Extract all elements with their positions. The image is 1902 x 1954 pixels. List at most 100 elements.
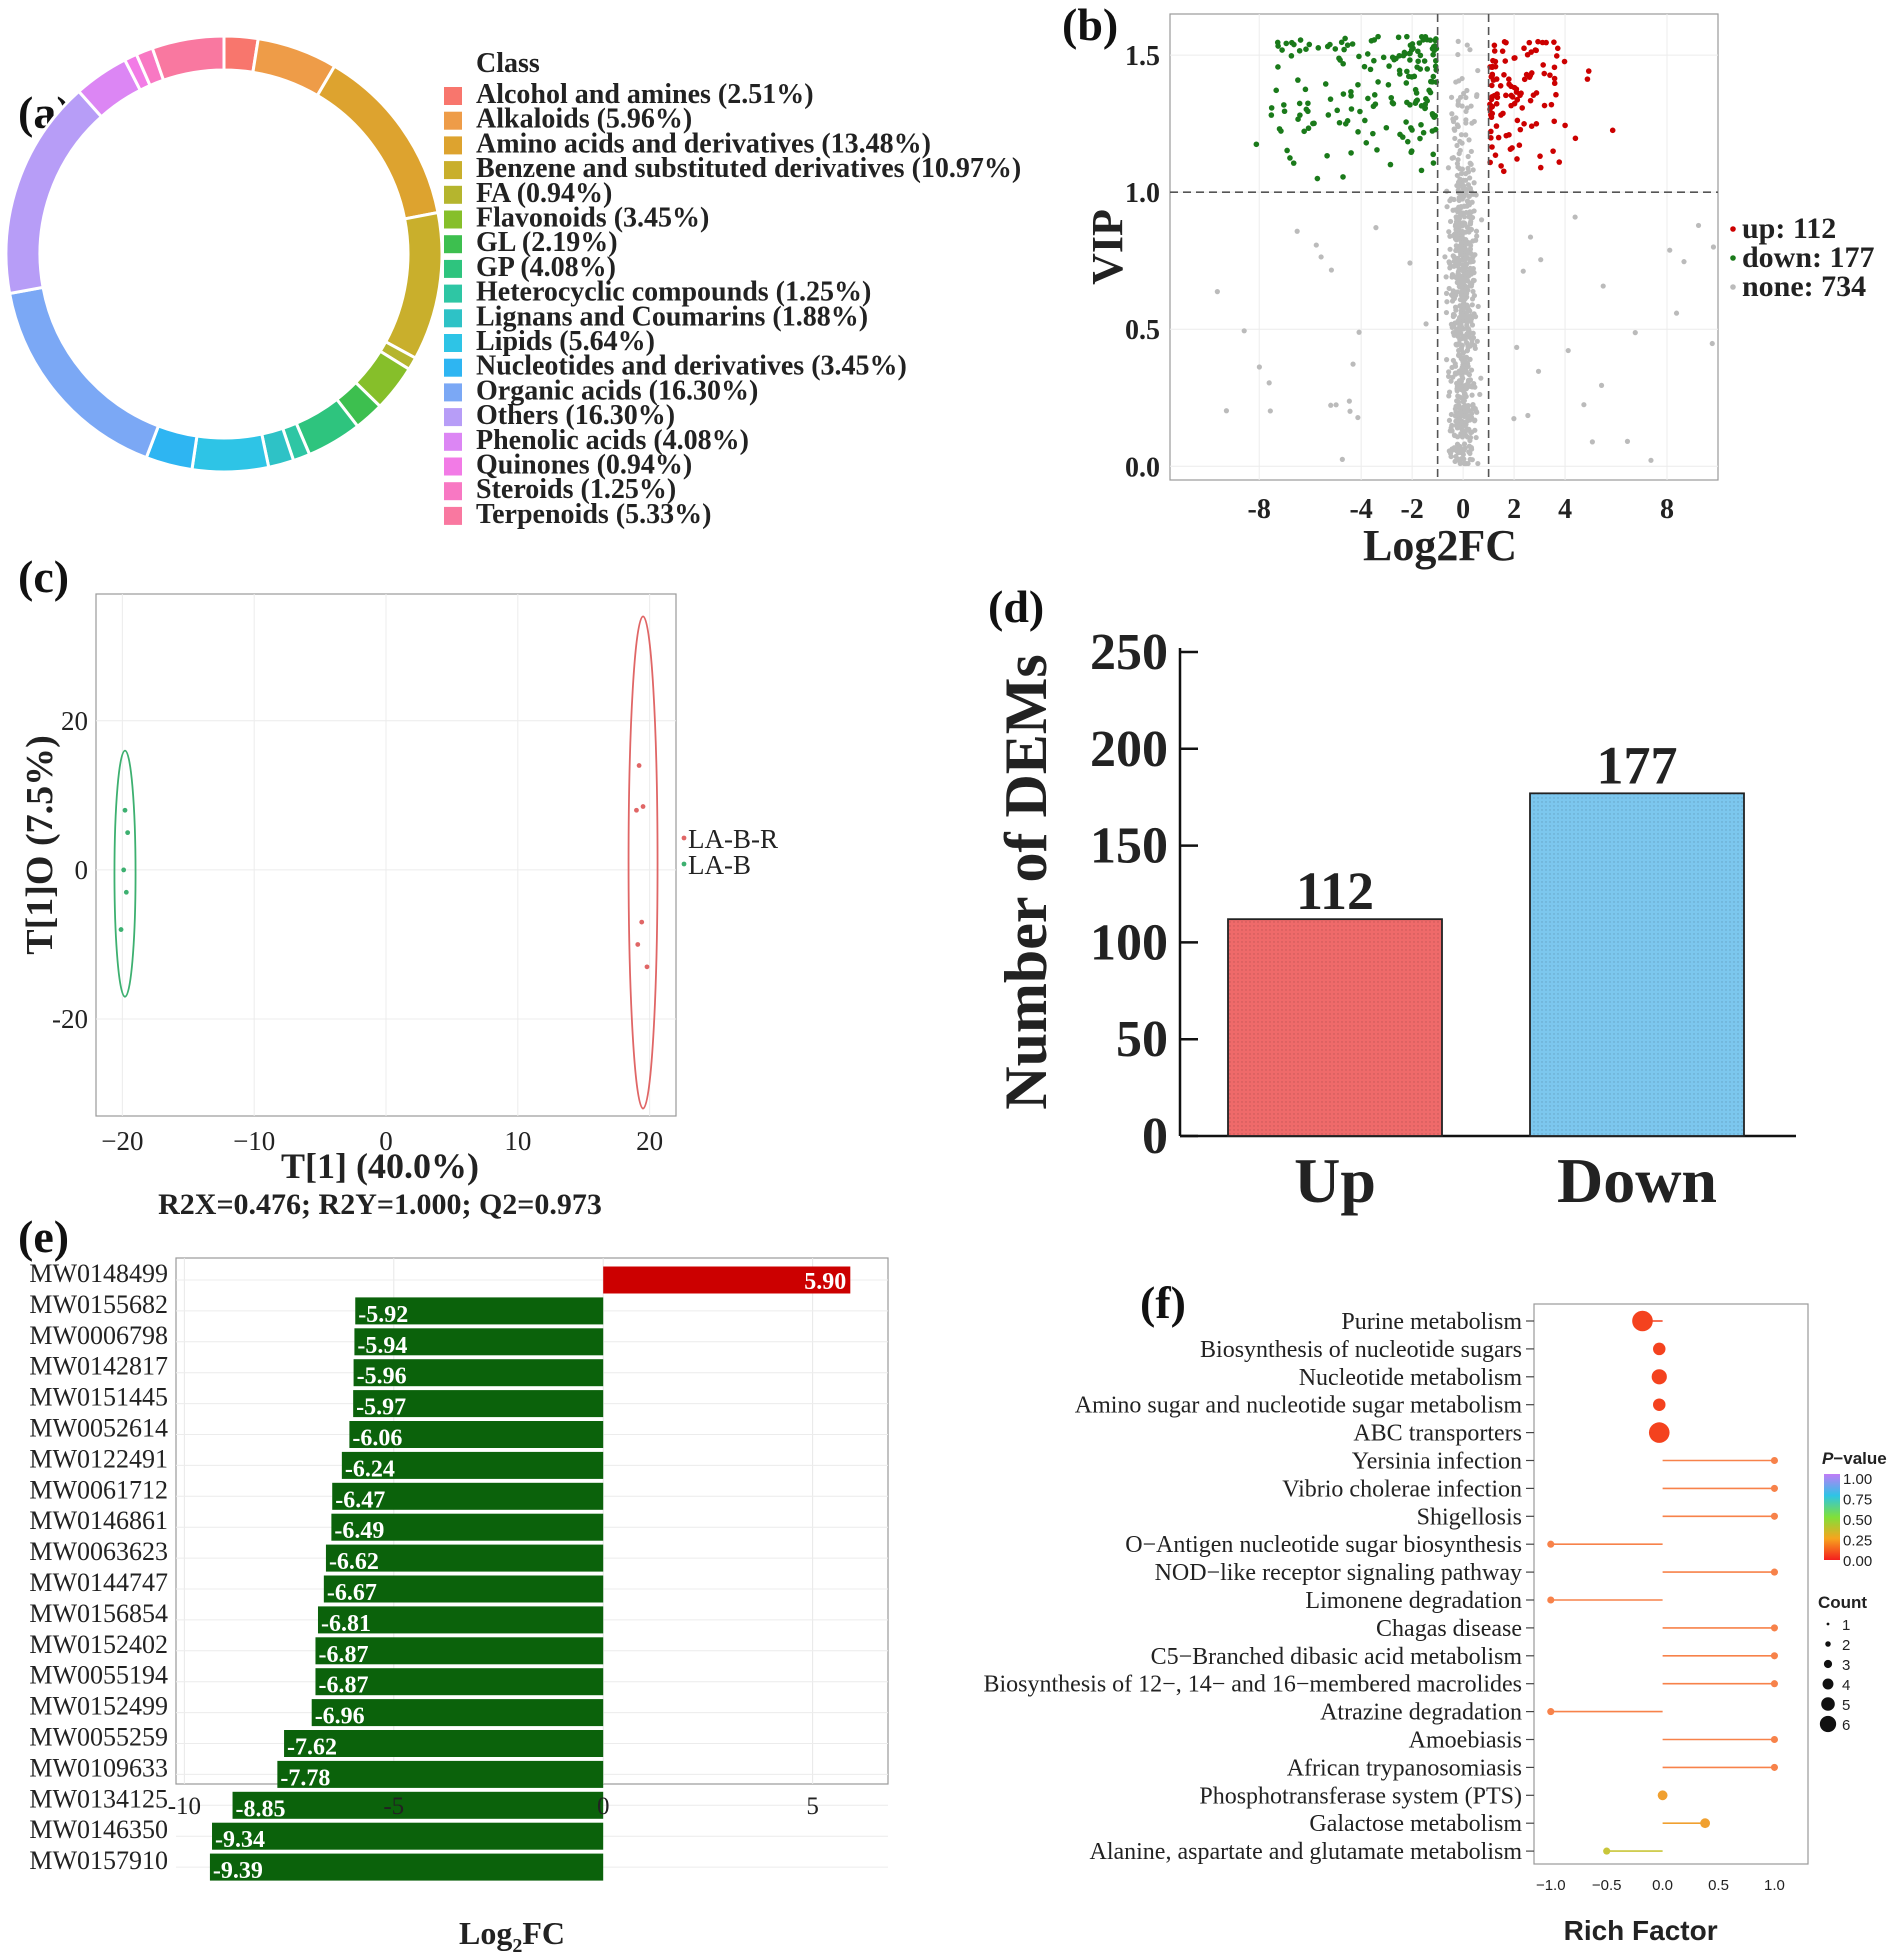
pathway-label: Galactose metabolism	[1309, 1811, 1522, 1837]
color-legend-bar	[1824, 1474, 1840, 1560]
volcano-point-down	[1302, 86, 1309, 93]
volcano-point-none	[1463, 94, 1469, 101]
volcano-point-down	[1365, 95, 1371, 102]
volcano-point-none	[1624, 438, 1631, 444]
x-tick-label: −0.5	[1592, 1877, 1622, 1894]
size-legend-dot	[1825, 1641, 1831, 1647]
bar-value-label: -6.81	[321, 1611, 371, 1637]
volcano-point-none	[1459, 278, 1465, 284]
bar-value-label: -5.94	[357, 1333, 407, 1359]
lollipop-dot	[1547, 1540, 1555, 1548]
lollipop-dot	[1547, 1708, 1555, 1716]
volcano-point-down	[1303, 106, 1310, 113]
volcano-point-none	[1443, 290, 1450, 296]
legend-swatch	[444, 482, 462, 501]
volcano-point-none	[1463, 132, 1469, 138]
volcano-point-up	[1561, 58, 1568, 65]
volcano-point-none	[1465, 303, 1471, 310]
volcano-point-none	[1266, 380, 1272, 386]
volcano-point-none	[1444, 357, 1450, 363]
y-tick-label: 1.0	[1125, 178, 1160, 209]
color-legend-title: P−value	[1822, 1449, 1887, 1468]
volcano-point-none	[1461, 90, 1467, 97]
volcano-point-down	[1403, 119, 1409, 125]
volcano-point-none	[1454, 216, 1460, 222]
x-axis-label: Log2FC	[459, 1915, 565, 1954]
volcano-point-none	[1455, 38, 1461, 44]
volcano-point-up	[1521, 121, 1527, 127]
volcano-point-none	[1454, 161, 1461, 167]
volcano-point-none	[1451, 312, 1457, 318]
volcano-point-up	[1551, 64, 1558, 71]
x-tick-label: -8	[1248, 494, 1271, 525]
legend-label: Alkaloids (5.96%)	[476, 104, 692, 135]
pathway-label: ABC transporters	[1353, 1421, 1522, 1447]
volcano-point-none	[1470, 167, 1476, 173]
volcano-point-down	[1420, 129, 1427, 136]
legend-label: Amino acids and derivatives (13.48%)	[476, 128, 931, 159]
volcano-point-up	[1506, 76, 1512, 82]
x-tick-label: 8	[1660, 494, 1674, 525]
lollipop-dot	[1700, 1818, 1711, 1829]
volcano-point-none	[1459, 210, 1466, 216]
volcano-point-none	[1475, 67, 1481, 74]
y-tick-label: 0	[75, 855, 89, 885]
color-legend-title-rest: −value	[1833, 1449, 1886, 1468]
volcano-point-down	[1407, 57, 1413, 63]
volcano-point-none	[1445, 165, 1452, 171]
volcano-point-none	[1466, 372, 1473, 378]
y-tick-label: MW0157910	[29, 1846, 168, 1875]
lollipop-dot	[1770, 1680, 1778, 1688]
volcano-point-up	[1517, 126, 1524, 133]
volcano-point-none	[1448, 378, 1454, 384]
volcano-point-down	[1400, 52, 1407, 59]
lollipop-dot	[1770, 1484, 1778, 1492]
volcano-point-down	[1430, 43, 1437, 50]
pathway-label: Yersinia infection	[1352, 1449, 1522, 1475]
x-axis-label: Log2FC	[1363, 521, 1517, 570]
volcano-point-down	[1374, 147, 1380, 153]
volcano-point-down	[1418, 167, 1425, 174]
volcano-point-none	[1454, 279, 1460, 286]
volcano-point-down	[1409, 41, 1416, 47]
volcano-point-none	[1460, 404, 1467, 410]
legend-swatch	[444, 358, 462, 377]
volcano-point-down	[1387, 161, 1394, 168]
y-tick-label: 0	[1142, 1108, 1168, 1165]
volcano-point-none	[1468, 161, 1474, 167]
legend-title: Class	[476, 48, 540, 79]
volcano-point-none	[1447, 218, 1454, 225]
volcano-point-down	[1283, 40, 1290, 47]
volcano-point-down	[1296, 47, 1303, 54]
volcano-point-none	[1520, 268, 1526, 274]
y-tick-label: MW0152402	[29, 1630, 168, 1659]
legend-label: Lignans and Coumarins (1.88%)	[476, 301, 868, 332]
bar-value-label: -9.34	[215, 1827, 265, 1853]
legend-swatch	[444, 87, 462, 105]
volcano-point-none	[1443, 274, 1449, 280]
volcano-point-none	[1472, 405, 1478, 412]
volcano-point-up	[1521, 45, 1527, 52]
volcano-point-up	[1494, 94, 1501, 101]
y-tick-label: MW0152499	[29, 1692, 168, 1721]
volcano-point-down	[1393, 55, 1399, 62]
x-tick-label: 0.5	[1708, 1877, 1729, 1894]
x-tick-label: 4	[1558, 494, 1572, 525]
x-tick-label: 0.0	[1652, 1877, 1673, 1894]
volcano-point-none	[1565, 347, 1571, 354]
volcano-point-up	[1562, 122, 1568, 129]
volcano-point-up	[1493, 123, 1500, 129]
legend-label: Others (16.30%)	[476, 400, 675, 431]
volcano-point-up	[1502, 58, 1509, 64]
volcano-point-none	[1681, 259, 1687, 265]
bar-negative	[354, 1328, 604, 1356]
panel-c-score-plot: LA-B-RLA-B −20 −10 0 10 20 -20 0 20 T[1] (40.0%)R…	[19, 593, 778, 1221]
legend-label: FA (0.94%)	[476, 178, 612, 209]
bar-down	[1529, 792, 1745, 1137]
volcano-point-none	[1466, 443, 1473, 449]
volcano-point-down	[1372, 101, 1379, 107]
volcano-point-none	[1469, 258, 1475, 265]
volcano-point-down	[1430, 73, 1437, 80]
legend-label: LA-B-R	[688, 824, 778, 854]
volcano-point-none	[1465, 316, 1471, 322]
